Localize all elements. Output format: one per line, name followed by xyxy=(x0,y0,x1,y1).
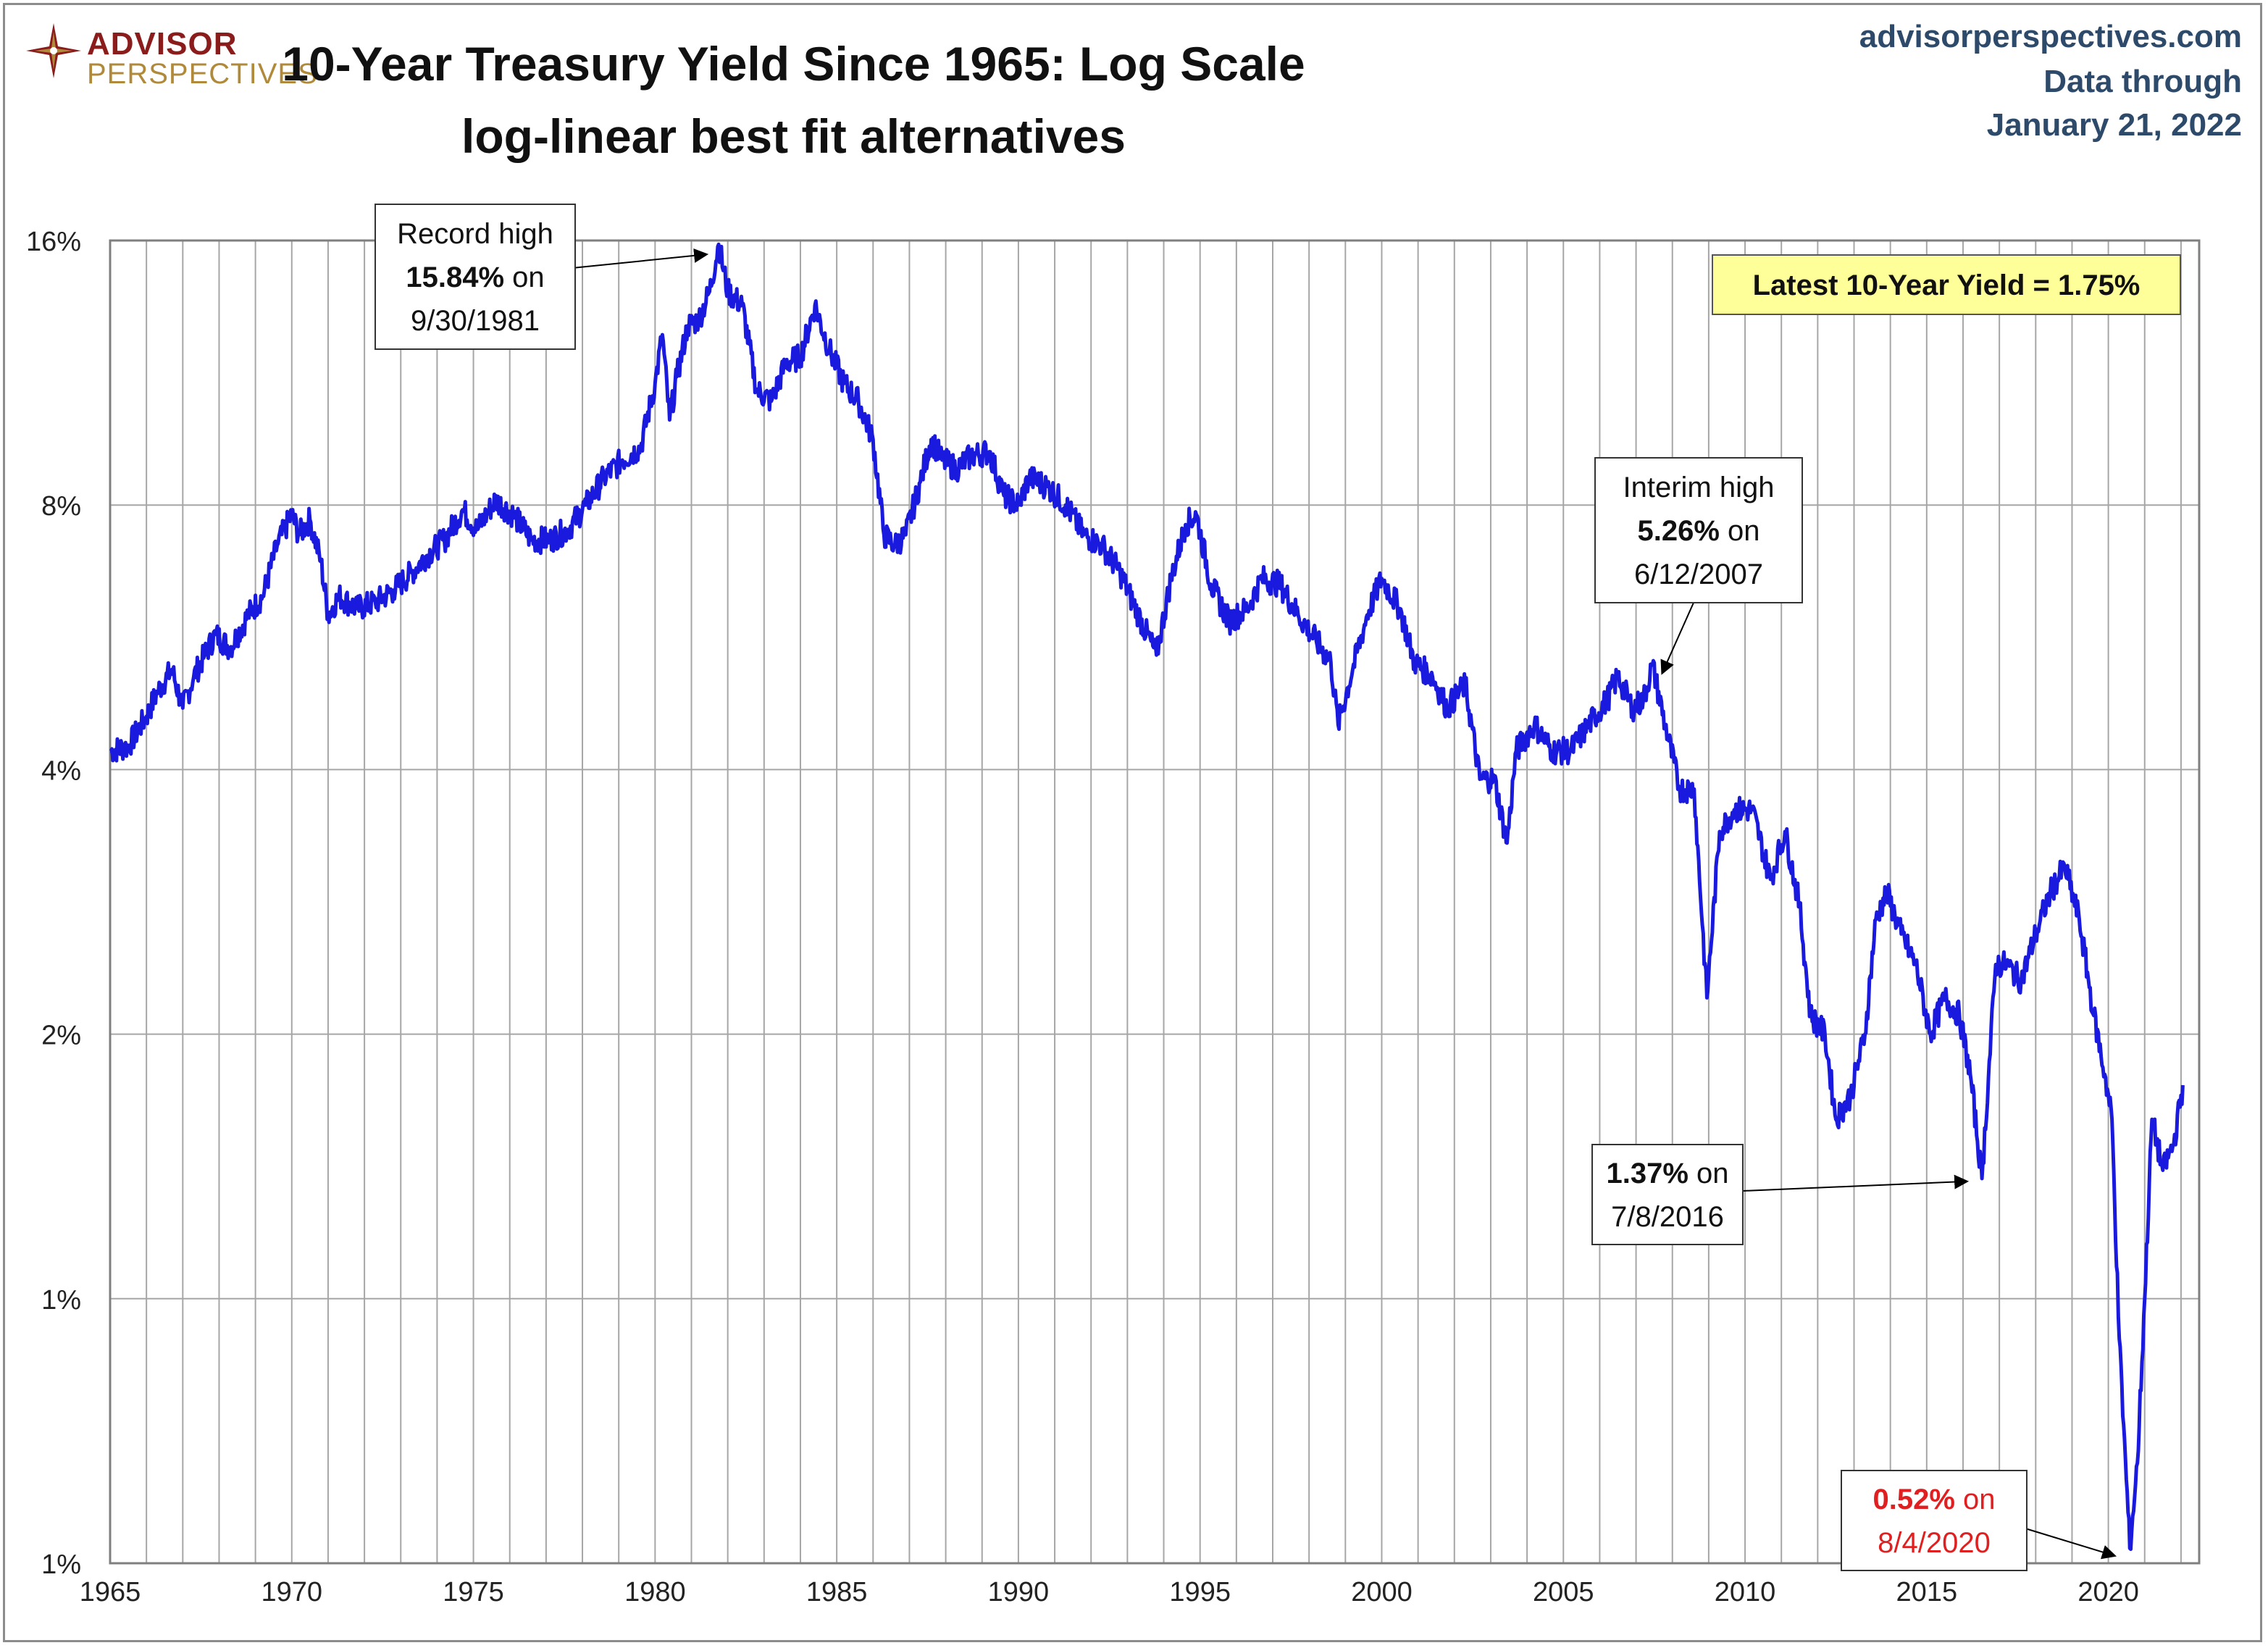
data-through-label: Data through xyxy=(2043,64,2242,99)
annotation-text: 0.52% on xyxy=(1872,1484,1995,1515)
annotation-text: 1.37% on xyxy=(1606,1158,1728,1189)
y-tick-label: 16% xyxy=(26,227,81,257)
data-through-date: January 21, 2022 xyxy=(1986,107,2242,143)
x-tick-label: 1970 xyxy=(261,1577,323,1607)
annotation-arrow xyxy=(1742,1174,1970,1192)
compass-icon xyxy=(26,23,81,78)
x-tick-label: 1975 xyxy=(443,1577,504,1607)
annotation-arrow xyxy=(1660,602,1694,675)
annotation-text: 7/8/2016 xyxy=(1611,1201,1724,1233)
annotation-text: 15.84% on xyxy=(406,262,544,293)
annotation-text: 6/12/2007 xyxy=(1634,559,1763,590)
brand-line2: PERSPECTIVES xyxy=(87,58,318,90)
x-tick-label: 2015 xyxy=(1896,1577,1958,1607)
source-site: advisorperspectives.com xyxy=(1859,19,2242,54)
y-tick-label: 2% xyxy=(41,1021,81,1051)
annotation-text: 5.26% on xyxy=(1637,515,1759,547)
y-tick-label: 1% xyxy=(41,1549,81,1580)
x-tick-label: 1990 xyxy=(988,1577,1050,1607)
series-layer xyxy=(109,242,2185,1552)
y-axis: 1% 1% 2% 4% 8% 16% xyxy=(26,227,81,1580)
x-tick-label: 1980 xyxy=(624,1577,686,1607)
chart-title: 10-Year Treasury Yield Since 1965: Log S… xyxy=(282,37,1305,91)
annotation-text: Record high xyxy=(397,218,553,250)
x-tick-label: 2000 xyxy=(1351,1577,1413,1607)
annotation-text: 8/4/2020 xyxy=(1878,1527,1991,1559)
x-axis: 1965 1970 1975 1980 1985 1990 1995 2000 2005 2010… xyxy=(80,1577,2139,1607)
x-tick-label: 1985 xyxy=(806,1577,868,1607)
y-tick-label: 4% xyxy=(41,756,81,786)
x-tick-label: 1995 xyxy=(1169,1577,1231,1607)
x-tick-label: 1965 xyxy=(80,1577,141,1607)
annotation-text: 9/30/1981 xyxy=(411,305,540,337)
annotation-box xyxy=(1841,1470,2028,1571)
latest-yield-label: Latest 10-Year Yield = 1.75% xyxy=(1753,269,2141,301)
annotations: Record high 15.84% on 9/30/1981 Interim hig… xyxy=(374,204,2181,1571)
chart-subtitle: log-linear best fit alternatives xyxy=(461,109,1126,163)
x-tick-label: 2010 xyxy=(1715,1577,1776,1607)
brand-logo: ADVISOR PERSPECTIVES xyxy=(25,22,329,90)
annotation-arrow xyxy=(2025,1528,2117,1560)
annotation-arrow xyxy=(557,248,709,270)
annotation-text: Interim high xyxy=(1623,472,1775,503)
annotation-box xyxy=(1591,1144,1744,1245)
annotation-box xyxy=(374,204,576,350)
x-tick-label: 2005 xyxy=(1533,1577,1594,1607)
grid-lines xyxy=(109,240,2199,1564)
plot-area-border xyxy=(109,239,2201,1565)
y-tick-label: 1% xyxy=(41,1285,81,1316)
series-line xyxy=(109,242,2185,1552)
y-tick-label: 8% xyxy=(41,491,81,522)
x-tick-label: 2020 xyxy=(2077,1577,2139,1607)
brand-line1: ADVISOR xyxy=(87,26,238,62)
latest-yield-box xyxy=(1712,254,2181,315)
annotation-box xyxy=(1594,457,1803,603)
